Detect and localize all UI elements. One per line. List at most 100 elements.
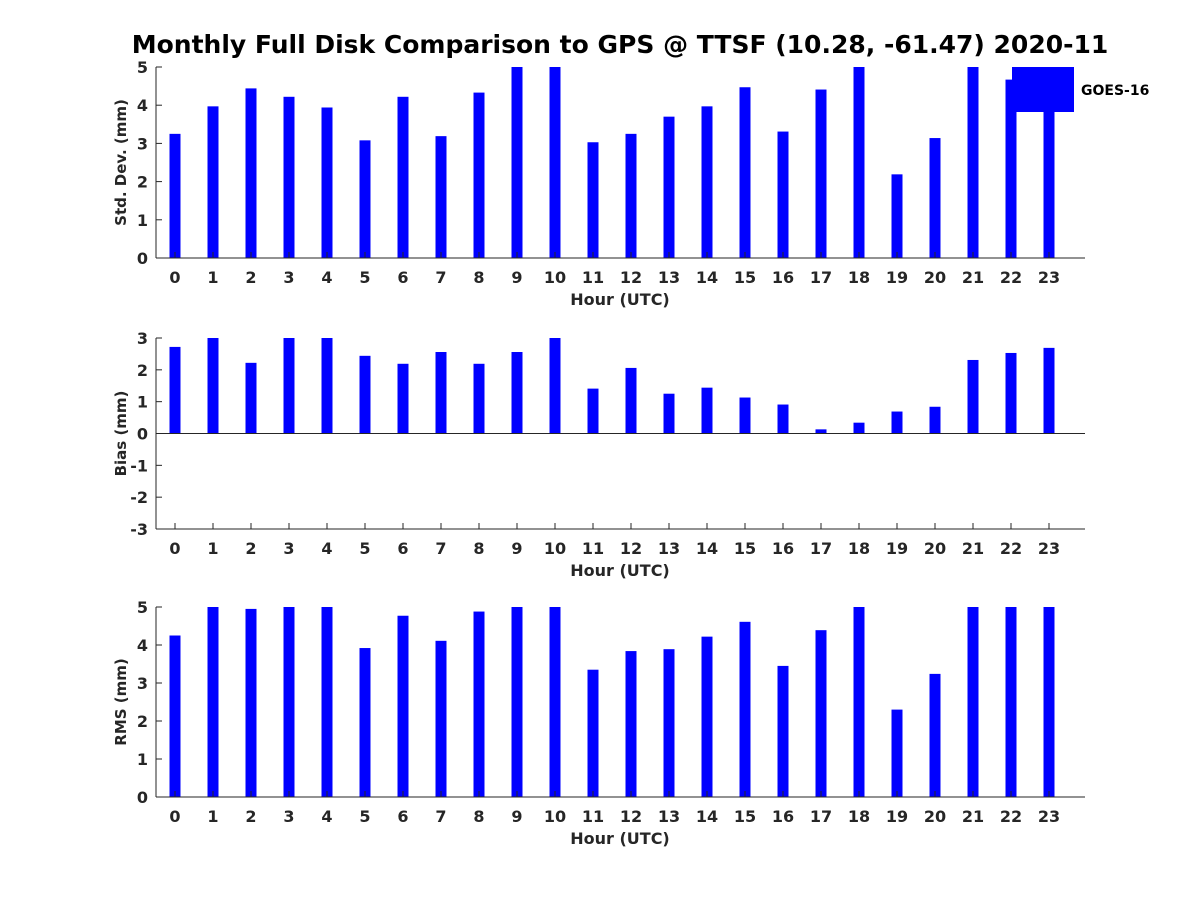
std-dev-bar-0 [169, 133, 181, 258]
bias-x-tick-label: 21 [962, 539, 984, 558]
bias-bar-23 [1043, 347, 1055, 434]
std-dev-x-tick-label: 15 [734, 268, 756, 287]
bias-bar-16 [777, 404, 789, 434]
rms-x-tick-label: 19 [886, 807, 908, 826]
rms-y-tick-label: 3 [137, 674, 148, 693]
bias-x-axis-label: Hour (UTC) [570, 561, 670, 580]
std-dev-bar-1 [207, 106, 219, 258]
rms-bar-19 [891, 709, 903, 797]
std-dev-bar-8 [473, 92, 485, 259]
bias-x-tick-label: 15 [734, 539, 756, 558]
rms-x-tick-label: 11 [582, 807, 604, 826]
std-dev-x-tick-label: 20 [924, 268, 946, 287]
std-dev-bar-22 [1005, 79, 1017, 258]
bias-x-tick-label: 5 [359, 539, 370, 558]
bias-bar-8 [473, 363, 485, 434]
std-dev-bar-9 [511, 67, 523, 258]
bias-x-tick-label: 13 [658, 539, 680, 558]
rms-bar-13 [663, 649, 675, 797]
rms-bar-21 [967, 607, 979, 797]
std-dev-y-tick-label: 4 [137, 96, 148, 115]
bias-y-tick-label: 3 [137, 329, 148, 348]
bias-x-tick-label: 20 [924, 539, 946, 558]
rms-y-tick-label: 2 [137, 712, 148, 731]
std-dev-x-tick-label: 14 [696, 268, 718, 287]
rms-x-tick-label: 17 [810, 807, 832, 826]
rms-bar-5 [359, 648, 371, 797]
bias-x-tick-label: 18 [848, 539, 870, 558]
rms-x-axis-label: Hour (UTC) [570, 829, 670, 848]
rms-x-tick-label: 16 [772, 807, 794, 826]
rms-bar-15 [739, 621, 751, 797]
rms-bar-1 [207, 607, 219, 797]
std-dev-x-tick-label: 11 [582, 268, 604, 287]
bias-bar-15 [739, 397, 751, 434]
std-dev-x-tick-label: 5 [359, 268, 370, 287]
bias-x-tick-label: 6 [397, 539, 408, 558]
std-dev-bar-16 [777, 131, 789, 258]
bias-bar-22 [1005, 352, 1017, 434]
std-dev-bar-5 [359, 140, 371, 258]
std-dev-bar-11 [587, 142, 599, 258]
std-dev-x-tick-label: 10 [544, 268, 566, 287]
bias-bar-11 [587, 388, 599, 434]
rms-y-tick-label: 1 [137, 750, 148, 769]
bias-y-tick-label: -1 [130, 456, 148, 475]
std-dev-x-tick-label: 19 [886, 268, 908, 287]
bias-bar-18 [853, 422, 865, 434]
bias-bar-21 [967, 359, 979, 434]
std-dev-x-tick-label: 18 [848, 268, 870, 287]
rms-y-axis-label: RMS (mm) [112, 658, 130, 745]
rms-bar-11 [587, 669, 599, 797]
std-dev-bar-23 [1043, 86, 1055, 258]
bias-x-tick-label: 23 [1038, 539, 1060, 558]
std-dev-x-tick-label: 1 [207, 268, 218, 287]
bias-y-tick-label: -2 [130, 488, 148, 507]
bias-bar-0 [169, 346, 181, 434]
rms-bar-8 [473, 611, 485, 797]
std-dev-bar-21 [967, 67, 979, 258]
rms-x-tick-label: 22 [1000, 807, 1022, 826]
rms-x-tick-label: 8 [473, 807, 484, 826]
std-dev-y-tick-label: 0 [137, 249, 148, 268]
rms-bar-16 [777, 665, 789, 797]
bias-y-tick-label: -3 [130, 520, 148, 539]
bias-y-tick-label: 1 [137, 393, 148, 412]
std-dev-bar-20 [929, 138, 941, 258]
rms-bar-17 [815, 630, 827, 797]
std-dev-bar-3 [283, 96, 295, 259]
rms-x-tick-label: 15 [734, 807, 756, 826]
bias-bar-3 [283, 338, 295, 434]
rms-y-tick-label: 0 [137, 788, 148, 807]
rms-x-tick-label: 1 [207, 807, 218, 826]
rms-x-tick-label: 10 [544, 807, 566, 826]
bias-x-tick-label: 16 [772, 539, 794, 558]
rms-y-tick-label: 4 [137, 636, 148, 655]
bias-bar-14 [701, 387, 713, 434]
std-dev-x-tick-label: 17 [810, 268, 832, 287]
legend-swatch [1012, 67, 1074, 112]
rms-x-tick-label: 4 [321, 807, 332, 826]
std-dev-x-tick-label: 16 [772, 268, 794, 287]
rms-x-tick-label: 5 [359, 807, 370, 826]
bias-bar-6 [397, 363, 409, 434]
rms-bar-14 [701, 636, 713, 797]
bias-y-axis-label: Bias (mm) [112, 391, 130, 477]
rms-bar-10 [549, 607, 561, 797]
std-dev-bar-17 [815, 89, 827, 259]
bias-bar-1 [207, 338, 219, 434]
std-dev-x-tick-label: 9 [511, 268, 522, 287]
bias-x-tick-label: 1 [207, 539, 218, 558]
bias-bar-4 [321, 338, 333, 434]
bias-x-tick-label: 22 [1000, 539, 1022, 558]
rms-x-tick-label: 0 [169, 807, 180, 826]
bias-bar-10 [549, 338, 561, 434]
std-dev-bar-15 [739, 87, 751, 258]
bias-x-tick-label: 8 [473, 539, 484, 558]
bias-bar-7 [435, 352, 447, 434]
bias-bar-12 [625, 367, 637, 434]
rms-x-tick-label: 14 [696, 807, 718, 826]
bias-x-tick-label: 9 [511, 539, 522, 558]
std-dev-x-tick-label: 7 [435, 268, 446, 287]
